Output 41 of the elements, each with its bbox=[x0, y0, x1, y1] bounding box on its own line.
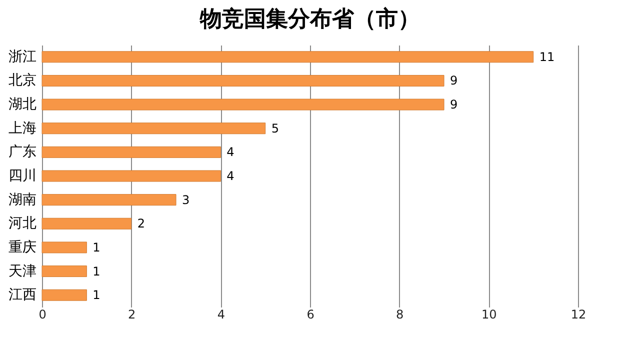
data-label: 1 bbox=[92, 240, 100, 254]
x-tick-label: 12 bbox=[570, 308, 586, 322]
y-tick-label: 河北 bbox=[8, 216, 36, 232]
data-label: 4 bbox=[226, 169, 234, 183]
bar bbox=[42, 242, 87, 254]
bar bbox=[42, 289, 87, 301]
data-label: 9 bbox=[450, 98, 458, 112]
bar bbox=[42, 51, 534, 63]
y-tick-label: 浙江 bbox=[8, 48, 36, 65]
x-tick-label: 0 bbox=[38, 308, 46, 322]
bar bbox=[42, 170, 221, 182]
bar bbox=[42, 266, 87, 278]
data-label: 9 bbox=[450, 74, 458, 88]
data-label: 3 bbox=[182, 192, 190, 207]
x-tick-label: 8 bbox=[396, 308, 404, 322]
y-tick-label: 江西 bbox=[8, 287, 36, 304]
y-tick-label: 上海 bbox=[8, 120, 36, 136]
y-tick-label: 天津 bbox=[8, 263, 36, 280]
y-tick-label: 重庆 bbox=[8, 239, 36, 256]
bar bbox=[42, 146, 221, 158]
data-label: 2 bbox=[137, 216, 145, 231]
y-tick-label: 湖南 bbox=[8, 192, 36, 208]
bar bbox=[42, 74, 444, 86]
bar bbox=[42, 98, 444, 110]
x-tick-label: 2 bbox=[128, 308, 136, 322]
y-tick-label: 北京 bbox=[8, 72, 36, 89]
y-tick-label: 湖北 bbox=[8, 96, 36, 113]
data-label: 4 bbox=[226, 145, 234, 160]
x-tick-label: 4 bbox=[217, 308, 225, 322]
bar bbox=[42, 218, 132, 230]
bar bbox=[42, 122, 266, 134]
data-label: 1 bbox=[92, 288, 100, 302]
x-tick-label: 10 bbox=[482, 308, 497, 322]
chart-title: 物竞国集分布省（市） bbox=[199, 6, 420, 31]
y-tick-label: 四川 bbox=[8, 168, 36, 184]
data-label: 5 bbox=[271, 121, 279, 136]
data-label: 1 bbox=[92, 264, 100, 278]
data-label: 11 bbox=[539, 50, 555, 64]
y-tick-label: 广东 bbox=[8, 144, 36, 160]
bar bbox=[42, 194, 176, 206]
x-tick-label: 6 bbox=[306, 308, 314, 322]
